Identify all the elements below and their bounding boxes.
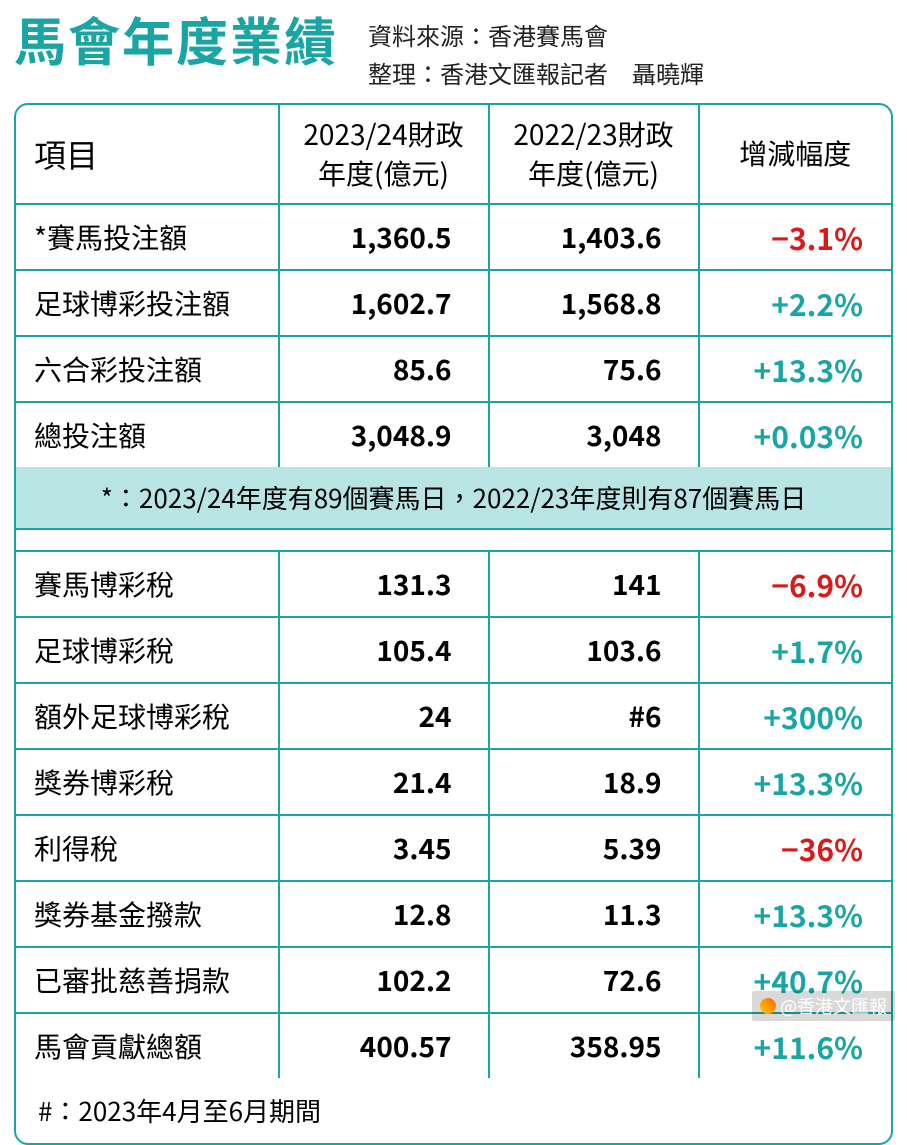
cell-fy24: 400.57 [279,1013,489,1078]
cell-change: +2.2% [699,270,892,336]
cell-fy24: 131.3 [279,551,489,617]
cell-item: 額外足球博彩稅 [16,683,279,749]
cell-change: −6.9% [699,551,892,617]
cell-item: 獎券博彩稅 [16,749,279,815]
cell-change: +13.3% [699,336,892,402]
cell-item: 馬會貢獻總額 [16,1013,279,1078]
table-row: 總投注額3,048.93,048+0.03% [16,402,891,467]
cell-item: 已審批慈善捐款 [16,947,279,1013]
table-row: 獎券博彩稅21.418.9+13.3% [16,749,891,815]
cell-item: 總投注額 [16,402,279,467]
cell-fy23: 18.9 [489,749,699,815]
cell-change: +11.6% [699,1013,892,1078]
cell-fy24: 3,048.9 [279,402,489,467]
cell-fy23: 103.6 [489,617,699,683]
cell-fy24: 102.2 [279,947,489,1013]
cell-item: 獎券基金撥款 [16,881,279,947]
source-block: 資料來源：香港賽馬會 整理：香港文匯報記者 聶曉輝 [368,16,704,93]
table-row: 獎券基金撥款12.811.3+13.3% [16,881,891,947]
cell-item: *賽馬投注額 [16,204,279,270]
cell-fy24: 21.4 [279,749,489,815]
table-row: *賽馬投注額1,360.51,403.6−3.1% [16,204,891,270]
cell-change: +1.7% [699,617,892,683]
cell-fy24: 3.45 [279,815,489,881]
weibo-icon [760,998,776,1014]
watermark-text: @香港文匯報 [780,993,887,1019]
table-row: 利得稅3.455.39−36% [16,815,891,881]
col-header-fy24: 2023/24財政年度(億元) [279,105,489,204]
watermark: @香港文匯報 [752,991,895,1021]
table-row: 額外足球博彩稅24#6+300% [16,683,891,749]
table-row: 足球博彩投注額1,602.71,568.8+2.2% [16,270,891,336]
spacer [16,529,891,551]
cell-fy24: 85.6 [279,336,489,402]
header: 馬會年度業績 資料來源：香港賽馬會 整理：香港文匯報記者 聶曉輝 [14,10,893,93]
note-race-days: *：2023/24年度有89個賽馬日，2022/23年度則有87個賽馬日 [16,467,891,529]
cell-item: 利得稅 [16,815,279,881]
page-title: 馬會年度業績 [14,10,338,67]
col-header-item: 項目 [16,105,279,204]
cell-fy24: 105.4 [279,617,489,683]
table-row: 賽馬博彩稅131.3141−6.9% [16,551,891,617]
cell-fy23: 11.3 [489,881,699,947]
table-header-row: 項目 2023/24財政年度(億元) 2022/23財政年度(億元) 增減幅度 [16,105,891,204]
cell-fy24: 1,602.7 [279,270,489,336]
cell-fy23: 3,048 [489,402,699,467]
table-row: 六合彩投注額85.675.6+13.3% [16,336,891,402]
cell-item: 賽馬博彩稅 [16,551,279,617]
col-header-change: 增減幅度 [699,105,892,204]
cell-change: +13.3% [699,749,892,815]
cell-change: +300% [699,683,892,749]
table-row: 馬會貢獻總額400.57358.95+11.6% [16,1013,891,1078]
cell-fy23: 75.6 [489,336,699,402]
results-table-wrapper: 項目 2023/24財政年度(億元) 2022/23財政年度(億元) 增減幅度 … [14,103,893,1145]
cell-fy23: #6 [489,683,699,749]
results-table: 項目 2023/24財政年度(億元) 2022/23財政年度(億元) 增減幅度 … [16,105,891,1143]
cell-change: −36% [699,815,892,881]
cell-fy24: 24 [279,683,489,749]
table-row: 足球博彩稅105.4103.6+1.7% [16,617,891,683]
note-hash: #：2023年4月至6月期間 [16,1078,891,1143]
cell-fy23: 1,403.6 [489,204,699,270]
cell-item: 足球博彩投注額 [16,270,279,336]
cell-change: −3.1% [699,204,892,270]
cell-change: +0.03% [699,402,892,467]
col-header-fy23: 2022/23財政年度(億元) [489,105,699,204]
cell-fy24: 1,360.5 [279,204,489,270]
cell-item: 足球博彩稅 [16,617,279,683]
source-line: 資料來源：香港賽馬會 [368,16,704,54]
cell-fy24: 12.8 [279,881,489,947]
cell-fy23: 1,568.8 [489,270,699,336]
cell-item: 六合彩投注額 [16,336,279,402]
cell-fy23: 358.95 [489,1013,699,1078]
cell-change: +13.3% [699,881,892,947]
compiled-by-line: 整理：香港文匯報記者 聶曉輝 [368,54,704,92]
cell-fy23: 141 [489,551,699,617]
cell-fy23: 72.6 [489,947,699,1013]
cell-fy23: 5.39 [489,815,699,881]
